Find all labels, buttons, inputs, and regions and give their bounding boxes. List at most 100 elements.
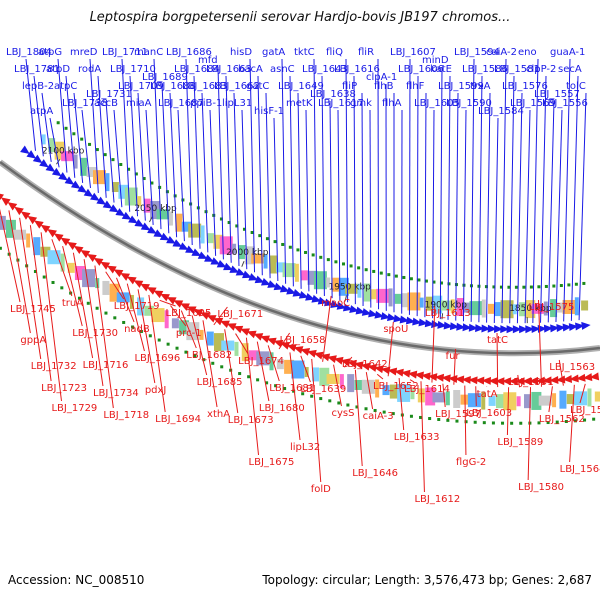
forward-gene-arrow[interactable] [475, 324, 485, 333]
forward-gene-label[interactable]: fliP [342, 81, 357, 92]
reverse-gene-label[interactable]: LBJ_1734 [93, 388, 139, 399]
reverse-gene-arrow[interactable] [253, 333, 264, 341]
forward-gene-arrow[interactable] [292, 289, 303, 297]
forward-gene-arrow[interactable] [317, 296, 328, 305]
reverse-gene-arrow[interactable] [246, 330, 257, 339]
forward-gene-arrow[interactable] [77, 184, 88, 193]
reverse-gene-arrow[interactable] [502, 377, 512, 386]
forward-gene-label[interactable]: LBJ_1649 [278, 81, 324, 92]
forward-gene-arrow[interactable] [197, 251, 208, 259]
forward-gene-label[interactable]: LBJ_1599 [438, 81, 484, 92]
forward-gene-label[interactable]: eno [518, 47, 537, 58]
forward-gene-arrow[interactable] [506, 325, 516, 334]
reverse-gene-label[interactable]: LBJ_1673 [228, 415, 274, 426]
forward-gene-arrow[interactable] [20, 145, 30, 155]
reverse-gene-label[interactable]: LBJ_1682 [186, 350, 232, 361]
reverse-gene-label[interactable]: LBJ_1613 [425, 308, 471, 319]
forward-gene-arrow[interactable] [305, 293, 315, 301]
reverse-gene-label[interactable]: LBJ_1671 [217, 309, 263, 320]
reverse-gene-label[interactable]: LBJ_1729 [51, 403, 97, 414]
forward-gene-arrow[interactable] [115, 208, 126, 217]
forward-gene-label[interactable]: LBJ_1594 [454, 47, 500, 58]
reverse-gene-arrow[interactable] [327, 355, 337, 363]
forward-gene-arrow[interactable] [456, 322, 466, 331]
reverse-gene-arrow[interactable] [461, 375, 471, 384]
reverse-gene-arrow[interactable] [260, 335, 270, 344]
forward-gene-label[interactable]: rodA [78, 64, 101, 75]
reverse-gene-arrow[interactable] [414, 371, 424, 380]
forward-gene-label[interactable]: LBJ_1606 [398, 64, 444, 75]
reverse-gene-label[interactable]: LBJ_1658 [280, 335, 326, 346]
forward-gene-arrow[interactable] [418, 318, 428, 327]
reverse-gene-label[interactable]: LBJ_1580 [518, 482, 564, 493]
forward-gene-label[interactable]: miaA [126, 98, 152, 109]
reverse-gene-arrow[interactable] [347, 359, 357, 368]
forward-gene-arrow[interactable] [216, 260, 227, 268]
forward-gene-arrow[interactable] [229, 265, 240, 273]
forward-gene-label[interactable]: atpD [46, 64, 70, 75]
reverse-gene-label[interactable]: pdxJ [145, 385, 167, 396]
forward-gene-label[interactable]: LBJ_1804 [6, 47, 52, 58]
forward-gene-label[interactable]: asnC [270, 64, 295, 75]
reverse-gene-arrow[interactable] [468, 376, 478, 385]
reverse-gene-label[interactable]: LBJ_1597 [435, 409, 481, 420]
reverse-gene-arrow[interactable] [360, 362, 371, 371]
reverse-gene-label[interactable]: folD [311, 484, 331, 495]
forward-gene-label[interactable]: LBJ_1557 [534, 89, 580, 100]
forward-gene-arrow[interactable] [267, 280, 278, 288]
reverse-gene-arrow[interactable] [60, 237, 71, 246]
reverse-gene-arrow[interactable] [300, 348, 311, 356]
reverse-gene-arrow[interactable] [34, 220, 44, 229]
reverse-gene-arrow[interactable] [508, 377, 518, 386]
forward-gene-label[interactable]: hisF-1 [254, 106, 284, 117]
reverse-gene-label[interactable]: LBJ_1694 [155, 414, 201, 425]
forward-gene-label[interactable]: tktC [294, 47, 315, 58]
reverse-gene-arrow[interactable] [475, 376, 485, 385]
reverse-gene-arrow[interactable] [160, 293, 170, 302]
forward-gene-label[interactable]: katE [430, 64, 452, 75]
forward-gene-arrow[interactable] [51, 167, 62, 177]
reverse-gene-label[interactable]: LBJ_1639 [300, 384, 346, 395]
reverse-gene-arrow[interactable] [576, 373, 586, 382]
reverse-gene-arrow[interactable] [86, 253, 97, 262]
reverse-gene-arrow[interactable] [340, 358, 351, 367]
reverse-gene-arrow[interactable] [0, 193, 4, 202]
reverse-gene-arrow[interactable] [186, 306, 197, 314]
forward-gene-arrow[interactable] [550, 324, 560, 333]
reverse-gene-arrow[interactable] [535, 376, 545, 385]
reverse-gene-label[interactable]: flgG-2 [456, 457, 486, 468]
reverse-gene-arrow[interactable] [387, 367, 398, 376]
forward-gene-arrow[interactable] [223, 262, 233, 271]
forward-gene-arrow[interactable] [543, 324, 554, 333]
forward-gene-label[interactable]: LBJ_1607 [390, 47, 436, 58]
reverse-gene-arrow[interactable] [180, 303, 190, 311]
forward-gene-label[interactable]: guaA-1 [550, 47, 585, 58]
reverse-gene-arrow[interactable] [200, 312, 210, 320]
forward-gene-label[interactable]: LBJ_1731 [86, 89, 132, 100]
forward-gene-arrow[interactable] [128, 215, 138, 224]
forward-gene-arrow[interactable] [96, 196, 107, 205]
forward-gene-label[interactable]: manC [134, 47, 163, 58]
forward-gene-arrow[interactable] [562, 323, 572, 332]
reverse-gene-label[interactable]: LBJ_1685 [197, 377, 243, 388]
forward-gene-arrow[interactable] [248, 273, 259, 281]
forward-gene-label[interactable]: LBJ_1581 [494, 64, 540, 75]
forward-gene-label[interactable]: minD [422, 55, 449, 66]
reverse-gene-label[interactable]: LBJ_1675 [249, 457, 295, 468]
forward-gene-label[interactable]: LBJ_1663 [206, 64, 252, 75]
forward-gene-label[interactable]: gatC [246, 81, 269, 92]
reverse-gene-arrow[interactable] [286, 344, 297, 352]
reverse-gene-arrow[interactable] [488, 377, 498, 386]
forward-gene-arrow[interactable] [412, 317, 422, 326]
forward-gene-label[interactable]: fliR [358, 47, 374, 58]
forward-gene-label[interactable]: LBJ_1710 [110, 64, 156, 75]
forward-gene-arrow[interactable] [172, 239, 183, 247]
forward-gene-label[interactable]: metK [286, 98, 313, 109]
forward-gene-arrow[interactable] [493, 324, 504, 333]
forward-gene-label[interactable]: LBJ_1686 [166, 47, 212, 58]
forward-gene-label[interactable]: LBJ_1738 [62, 98, 108, 109]
reverse-gene-arrow[interactable] [374, 365, 384, 374]
reverse-gene-arrow[interactable] [213, 317, 224, 326]
forward-gene-labels[interactable]: LBJ_1804 LBJ_1781 lepB-2 atpA atpG atpD atpC LB… [6, 47, 588, 324]
